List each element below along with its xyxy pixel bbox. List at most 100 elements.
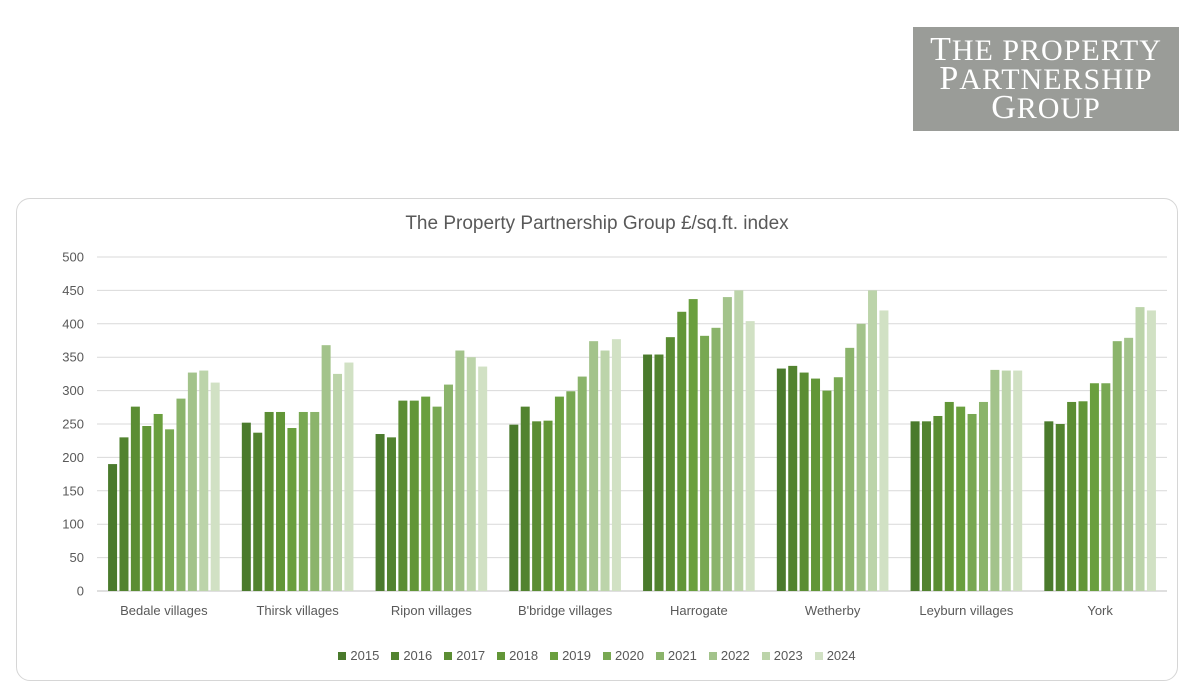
bar-2017 [264, 411, 274, 591]
x-tick-label: Thirsk villages [256, 603, 339, 618]
bar-2021 [310, 411, 320, 591]
bar-2021 [1112, 341, 1122, 591]
y-tick-label: 200 [62, 450, 84, 465]
bar-2015 [241, 422, 251, 591]
bar-2018 [677, 311, 687, 591]
bar-chart-plot: 0 50 100 150 200 250 300 350 400 450 500 Bedale vil… [62, 250, 1167, 618]
bar-2017 [130, 406, 140, 591]
legend-label: 2017 [456, 648, 486, 663]
x-tick-label: Leyburn villages [919, 603, 1013, 618]
logo-line-2: Partnership [939, 59, 1153, 97]
bar-2017 [665, 337, 675, 591]
legend-item: 2022 [708, 648, 750, 663]
bar-2020 [432, 406, 442, 591]
bar-2018 [276, 411, 286, 591]
bar-2016 [654, 354, 664, 591]
company-logo: The Property Partnership Group [913, 27, 1179, 131]
legend-label: 2018 [509, 648, 539, 663]
legend-item: 2015 [338, 648, 379, 663]
chart-card: The Property Partnership Group £/sq.ft. … [16, 198, 1178, 681]
bar-2016 [788, 365, 798, 591]
bar-2024 [1146, 310, 1156, 591]
bar-2019 [822, 390, 832, 591]
bar-2015 [108, 464, 118, 591]
bar-2019 [956, 406, 966, 591]
legend-swatch [655, 651, 664, 660]
logo-line-3: Group [991, 88, 1101, 126]
bar-2023 [333, 373, 343, 591]
legend-item: 2019 [550, 648, 591, 663]
legend-swatch [550, 651, 559, 660]
legend-item: 2020 [603, 648, 644, 663]
bar-2023 [1135, 307, 1145, 591]
bar-2024 [611, 339, 621, 591]
bar-2023 [1001, 370, 1011, 591]
bar-2022 [722, 297, 732, 591]
bar-2023 [868, 290, 878, 591]
y-tick-label: 250 [62, 417, 84, 432]
bar-2018 [811, 378, 821, 591]
bar-2022 [455, 350, 465, 591]
legend-item: 2024 [814, 648, 856, 663]
bar-2024 [478, 366, 488, 591]
legend-item: 2018 [497, 648, 538, 663]
legend-label: 2019 [562, 648, 591, 663]
bar-2019 [421, 396, 431, 591]
y-tick-label: 150 [62, 483, 84, 498]
legend-label: 2015 [350, 648, 380, 663]
y-tick-label: 500 [62, 250, 84, 265]
bar-2016 [520, 406, 530, 591]
bar-2024 [344, 362, 354, 591]
bar-2024 [1013, 370, 1023, 591]
bar-2016 [386, 437, 396, 591]
bar-2022 [856, 323, 866, 591]
legend-swatch [814, 651, 823, 660]
legend-label: 2023 [773, 648, 803, 663]
legend-label: 2016 [403, 648, 433, 663]
legend-swatch [338, 651, 347, 660]
legend-swatch [444, 651, 453, 660]
bar-2015 [910, 421, 920, 591]
chart-title: The Property Partnership Group £/sq.ft. … [405, 213, 789, 234]
bar-2020 [1101, 383, 1111, 591]
y-tick-label: 300 [62, 383, 84, 398]
bar-2024 [210, 382, 220, 591]
bar-2016 [253, 432, 263, 591]
bar-2020 [833, 377, 843, 591]
bar-2022 [187, 372, 197, 591]
bar-2018 [409, 400, 419, 591]
bar-2019 [554, 396, 564, 591]
x-tick-label: York [1087, 603, 1113, 618]
x-tick-label: B'bridge villages [518, 603, 613, 618]
legend-swatch [497, 651, 506, 660]
bar-2021 [176, 398, 186, 591]
x-tick-label: Bedale villages [120, 603, 208, 618]
bar-2023 [734, 290, 744, 591]
legend-item: 2016 [391, 648, 432, 663]
bar-2021 [711, 327, 721, 591]
bar-2018 [142, 426, 152, 591]
bar-2020 [700, 335, 710, 591]
bar-2023 [199, 370, 209, 591]
bar-2018 [944, 401, 954, 591]
bar-2015 [1044, 421, 1054, 591]
bar-2021 [443, 384, 453, 591]
bar-2017 [532, 421, 542, 591]
bar-2024 [879, 310, 889, 591]
bar-2022 [1124, 337, 1134, 591]
bar-2015 [509, 424, 519, 591]
logo-line-1: The Property [930, 30, 1162, 68]
bar-2015 [375, 434, 385, 591]
bar-2020 [165, 429, 175, 591]
chart-legend: 2015 2016 2017 2018 2019 2020 2021 2022 2023 2024 [17, 648, 1177, 663]
x-tick-label: Harrogate [670, 603, 728, 618]
legend-swatch [603, 651, 611, 660]
bar-2018 [1078, 401, 1088, 591]
legend-swatch [761, 651, 770, 660]
bar-2018 [543, 420, 553, 591]
bar-2024 [745, 321, 755, 591]
bar-2015 [643, 354, 653, 591]
legend-label: 2021 [667, 648, 697, 663]
bar-2017 [398, 400, 408, 591]
legend-item: 2023 [761, 648, 803, 663]
